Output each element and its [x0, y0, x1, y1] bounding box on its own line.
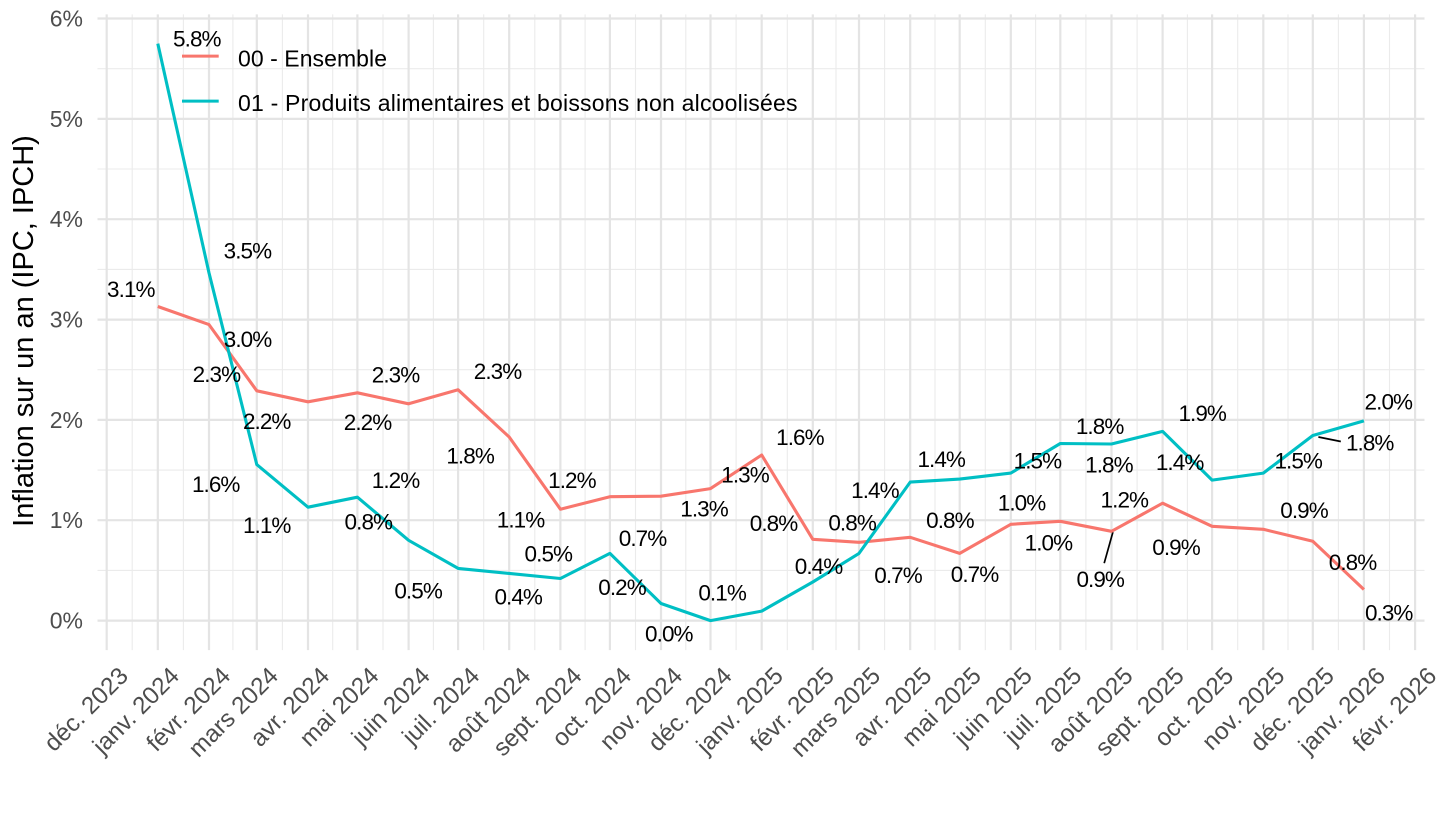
svg-text:1.3%: 1.3% [680, 497, 729, 522]
svg-text:1.2%: 1.2% [1101, 488, 1150, 513]
svg-text:2.2%: 2.2% [243, 409, 292, 434]
svg-text:1.3%: 1.3% [721, 463, 770, 488]
svg-text:2.3%: 2.3% [372, 363, 421, 388]
svg-text:1.4%: 1.4% [1156, 450, 1205, 475]
svg-text:0.7%: 0.7% [951, 562, 1000, 587]
svg-text:0.0%: 0.0% [645, 622, 694, 647]
svg-text:0.8%: 0.8% [345, 510, 394, 535]
svg-text:3.1%: 3.1% [107, 277, 156, 302]
svg-text:1.4%: 1.4% [851, 478, 900, 503]
svg-text:0.8%: 0.8% [1329, 550, 1378, 575]
svg-text:2.2%: 2.2% [344, 410, 393, 435]
svg-text:1.8%: 1.8% [446, 444, 495, 469]
svg-text:0.9%: 0.9% [1152, 535, 1201, 560]
svg-text:2.3%: 2.3% [474, 359, 523, 384]
svg-text:1.8%: 1.8% [1085, 453, 1134, 478]
svg-text:6%: 6% [50, 6, 83, 32]
svg-text:0.1%: 0.1% [698, 581, 747, 606]
svg-text:1.8%: 1.8% [1076, 414, 1125, 439]
svg-text:1.8%: 1.8% [1346, 430, 1395, 455]
svg-text:0.7%: 0.7% [619, 526, 668, 551]
svg-text:0.4%: 0.4% [494, 585, 543, 610]
svg-text:1.2%: 1.2% [548, 468, 597, 493]
svg-text:1.5%: 1.5% [1274, 449, 1323, 474]
svg-text:1.6%: 1.6% [776, 425, 825, 450]
svg-text:1%: 1% [50, 507, 83, 533]
svg-text:Inflation sur un an (IPC, IPCH: Inflation sur un an (IPC, IPCH) [8, 135, 40, 527]
svg-text:0.2%: 0.2% [598, 575, 647, 600]
svg-text:2%: 2% [50, 407, 83, 433]
svg-text:0.8%: 0.8% [926, 508, 975, 533]
svg-text:1.5%: 1.5% [1014, 448, 1063, 473]
svg-text:0.4%: 0.4% [795, 554, 844, 579]
svg-text:0.3%: 0.3% [1365, 601, 1414, 626]
svg-text:3.0%: 3.0% [224, 327, 273, 352]
svg-text:1.0%: 1.0% [1025, 531, 1074, 556]
svg-text:5.8%: 5.8% [173, 27, 222, 52]
svg-text:3.5%: 3.5% [224, 239, 273, 264]
svg-text:00 - Ensemble: 00 - Ensemble [238, 45, 387, 71]
svg-text:1.1%: 1.1% [243, 513, 292, 538]
svg-text:0.9%: 0.9% [1076, 567, 1125, 592]
svg-text:0.5%: 0.5% [394, 578, 443, 603]
svg-text:1.0%: 1.0% [998, 491, 1047, 516]
svg-text:1.2%: 1.2% [372, 468, 421, 493]
svg-text:4%: 4% [50, 206, 83, 232]
svg-text:1.4%: 1.4% [917, 447, 966, 472]
svg-text:0.9%: 0.9% [1280, 498, 1329, 523]
svg-text:1.9%: 1.9% [1178, 401, 1227, 426]
svg-text:3%: 3% [50, 307, 83, 333]
svg-text:0.7%: 0.7% [874, 563, 923, 588]
svg-text:1.6%: 1.6% [192, 472, 241, 497]
svg-text:0.8%: 0.8% [828, 511, 877, 536]
svg-text:0%: 0% [50, 608, 83, 634]
svg-text:2.3%: 2.3% [193, 362, 242, 387]
svg-text:0.8%: 0.8% [750, 511, 799, 536]
svg-text:0.5%: 0.5% [525, 542, 574, 567]
svg-text:5%: 5% [50, 106, 83, 132]
svg-text:01 - Produits alimentaires et: 01 - Produits alimentaires et boissons n… [238, 90, 798, 116]
svg-text:2.0%: 2.0% [1365, 390, 1414, 415]
svg-text:1.1%: 1.1% [497, 507, 546, 532]
